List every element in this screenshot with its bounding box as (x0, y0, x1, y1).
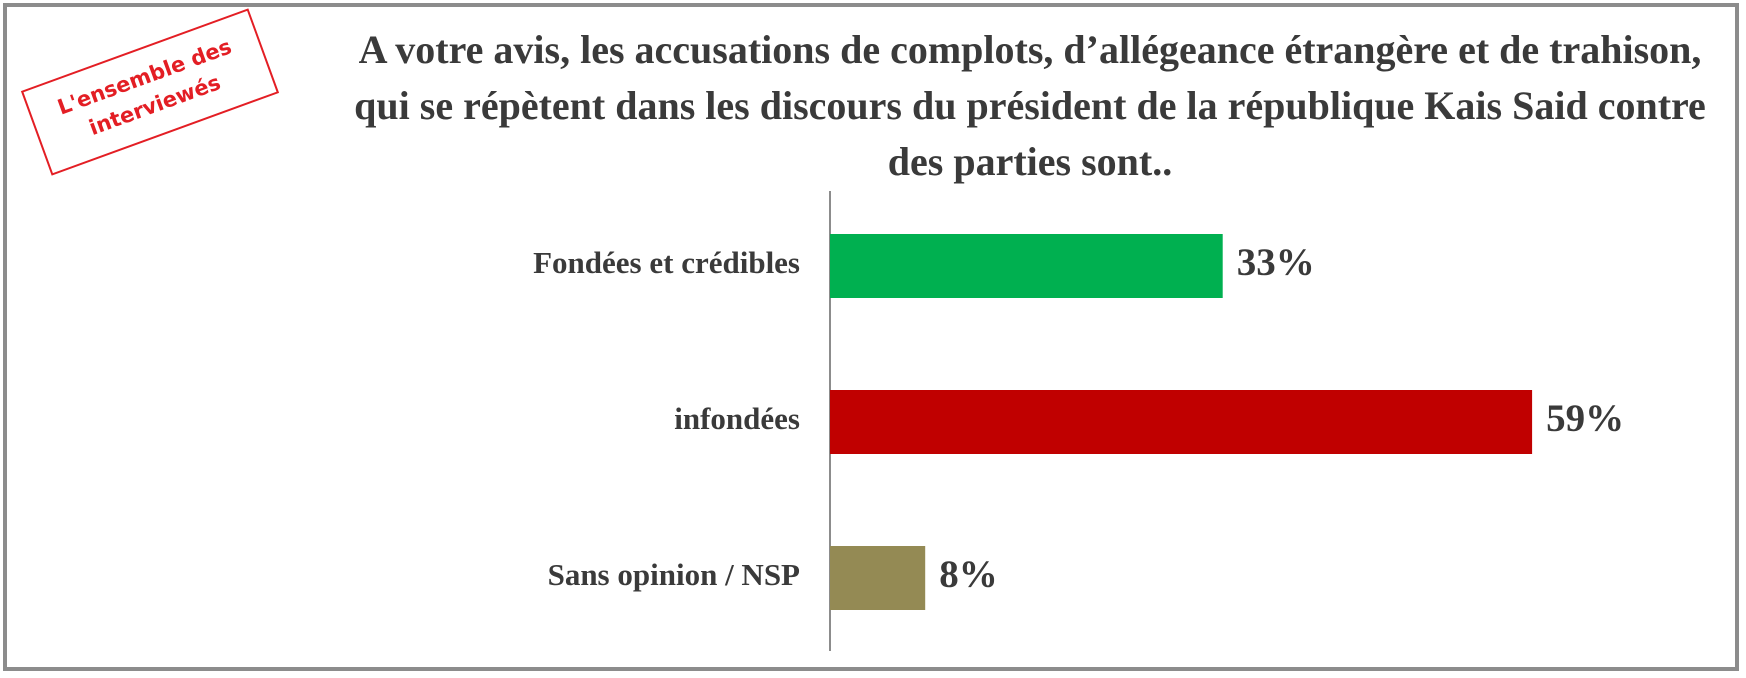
stamp-box (20, 8, 280, 176)
bar (830, 234, 1223, 298)
category-label: Fondées et crédibles (533, 245, 800, 280)
chart-title: A votre avis, les accusations de complot… (354, 27, 1706, 184)
value-label: 59% (1546, 397, 1624, 440)
category-label: infondées (674, 401, 800, 436)
bar (830, 546, 926, 610)
category-label: Sans opinion / NSP (548, 557, 800, 592)
value-label: 8% (939, 553, 998, 596)
value-label: 33% (1237, 241, 1315, 284)
bar (830, 390, 1533, 454)
